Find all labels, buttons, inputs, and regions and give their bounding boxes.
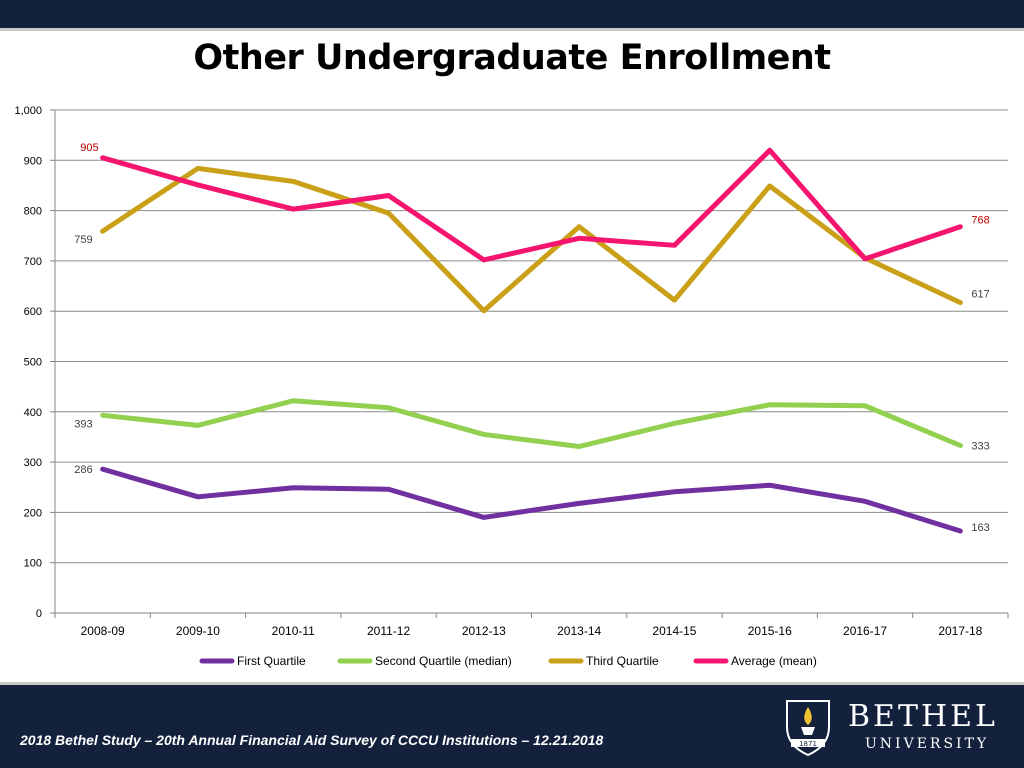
data-point (577, 445, 581, 449)
series-line-0 (100, 466, 963, 534)
data-point (672, 298, 676, 302)
data-point (387, 211, 391, 215)
data-point (101, 467, 105, 471)
data-point (291, 207, 295, 211)
data-point (196, 495, 200, 499)
x-tick-label: 2010-11 (272, 624, 315, 638)
y-tick-label: 1,000 (14, 105, 42, 117)
x-tick-label: 2009-10 (176, 624, 220, 638)
y-tick-label: 500 (24, 357, 42, 369)
data-point (196, 183, 200, 187)
legend-label: Third Quartile (586, 654, 659, 668)
y-tick-label: 600 (24, 306, 42, 318)
footer-divider (0, 682, 1024, 685)
footer-bar: 2018 Bethel Study – 20th Annual Financia… (0, 685, 1024, 768)
data-point (101, 156, 105, 160)
y-tick-label: 300 (24, 457, 42, 469)
line-chart: 0 100 200 300 400 500 600 700 800 900 1,000 2008-0… (14, 105, 1009, 668)
series-line-1 (100, 398, 963, 450)
data-point (387, 406, 391, 410)
data-point (482, 515, 486, 519)
x-tick-label: 2016-17 (843, 624, 887, 638)
bethel-logo: 1871 BETHEL UNIVERSITY (783, 697, 1013, 759)
x-tick-label: 2013-14 (557, 624, 601, 638)
y-tick-label: 900 (24, 155, 42, 167)
legend-label: Average (mean) (731, 654, 817, 668)
logo-subtitle: UNIVERSITY (865, 736, 990, 752)
data-point (196, 166, 200, 170)
footer-caption: 2018 Bethel Study – 20th Annual Financia… (20, 732, 604, 748)
data-point (101, 413, 105, 417)
data-point (958, 225, 962, 229)
data-label: 163 (971, 522, 989, 534)
data-point (577, 236, 581, 240)
legend-label: First Quartile (237, 654, 306, 668)
data-label: 333 (971, 441, 989, 453)
data-point (768, 403, 772, 407)
data-label: 617 (971, 289, 989, 301)
chart-series (100, 147, 963, 534)
x-tick-label: 2015-16 (748, 624, 792, 638)
x-axis: 2008-09 2009-10 2010-11 2011-12 2012-13 2013-… (54, 613, 1009, 638)
legend-label: Second Quartile (median) (375, 654, 512, 668)
data-point (577, 225, 581, 229)
x-tick-label: 2017-18 (938, 624, 982, 638)
series-line-3 (100, 147, 963, 263)
page-title: Other Undergraduate Enrollment (193, 38, 831, 78)
data-point (387, 487, 391, 491)
x-tick-label: 2008-09 (81, 624, 125, 638)
y-tick-label: 200 (24, 507, 42, 519)
chart-legend: First Quartile Second Quartile (median) Th… (199, 654, 817, 668)
data-point (101, 229, 105, 233)
data-labels: 286 163 393 333 759 617 905 768 (74, 142, 989, 534)
y-axis: 0 100 200 300 400 500 600 700 800 900 1,000 (14, 105, 56, 620)
data-point (863, 499, 867, 503)
y-tick-label: 800 (24, 206, 42, 218)
y-tick-label: 100 (24, 558, 42, 570)
data-point (863, 404, 867, 408)
top-divider (0, 28, 1024, 31)
top-bar (0, 0, 1024, 28)
data-point (768, 483, 772, 487)
data-label: 286 (74, 464, 92, 476)
data-label: 759 (74, 234, 92, 246)
data-point (863, 257, 867, 261)
data-point (482, 309, 486, 313)
data-label: 393 (74, 418, 92, 430)
chart-gridlines (55, 109, 1008, 614)
data-point (291, 486, 295, 490)
data-point (958, 444, 962, 448)
data-point (196, 423, 200, 427)
y-tick-label: 400 (24, 407, 42, 419)
logo-year: 1871 (799, 740, 817, 748)
shield-icon: 1871 (786, 700, 830, 757)
data-point (291, 399, 295, 403)
data-point (768, 184, 772, 188)
data-point (387, 194, 391, 198)
x-tick-label: 2014-15 (652, 624, 696, 638)
y-tick-label: 0 (36, 608, 42, 620)
data-point (291, 179, 295, 183)
data-point (482, 258, 486, 262)
data-point (958, 301, 962, 305)
data-point (768, 148, 772, 152)
data-point (958, 529, 962, 533)
data-point (577, 501, 581, 505)
x-tick-label: 2012-13 (462, 624, 506, 638)
data-point (672, 421, 676, 425)
data-point (482, 432, 486, 436)
y-tick-label: 700 (24, 256, 42, 268)
logo-name: BETHEL (848, 699, 998, 734)
x-tick-label: 2011-12 (367, 624, 410, 638)
data-point (672, 243, 676, 247)
data-label: 905 (80, 142, 98, 154)
data-point (672, 490, 676, 494)
series-line-2 (100, 165, 963, 314)
data-label: 768 (971, 215, 989, 227)
